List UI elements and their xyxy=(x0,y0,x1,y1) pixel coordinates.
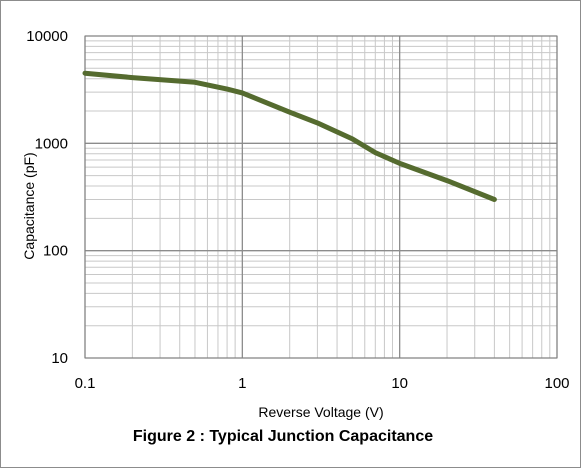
x-tick-label: 0.1 xyxy=(75,375,96,392)
plot-area-border xyxy=(84,35,558,359)
figure-caption: Figure 2 : Typical Junction Capacitance xyxy=(133,428,433,445)
x-tick-label: 1 xyxy=(238,375,246,392)
series-line xyxy=(82,70,497,202)
y-tick-label: 100 xyxy=(43,243,68,260)
y-tick-label: 10 xyxy=(51,350,68,367)
y-tick-labels: 10 100 1000 10000 xyxy=(26,28,68,367)
y-tick-label: 1000 xyxy=(35,135,68,152)
y-tick-label: 10000 xyxy=(26,28,68,45)
x-tick-labels: 0.1 1 10 100 xyxy=(75,375,570,392)
x-tick-label: 10 xyxy=(391,375,408,392)
x-axis-label: Reverse Voltage (V) xyxy=(258,404,383,420)
data-layer xyxy=(82,70,497,202)
x-tick-label: 100 xyxy=(544,375,569,392)
y-axis-label: Capacitance (pF) xyxy=(21,152,37,259)
